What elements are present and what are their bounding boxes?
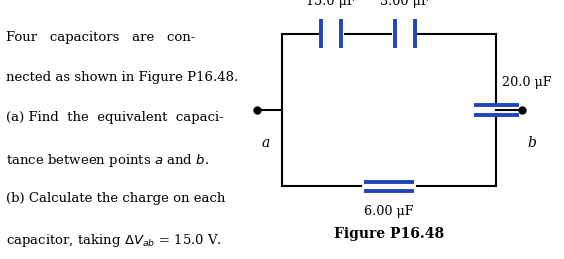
Text: Figure P16.48: Figure P16.48 [334,227,444,241]
Text: 20.0 μF: 20.0 μF [502,76,552,89]
Text: nected as shown in Figure P16.48.: nected as shown in Figure P16.48. [6,71,238,84]
Text: capacitor, taking $\Delta V_{ab}$ = 15.0 V.: capacitor, taking $\Delta V_{ab}$ = 15.0… [6,232,222,249]
Text: 15.0 μF: 15.0 μF [306,0,356,8]
Text: b: b [527,136,536,150]
Text: Four   capacitors   are   con-: Four capacitors are con- [6,31,195,44]
Text: (b) Calculate the charge on each: (b) Calculate the charge on each [6,192,225,205]
Text: 6.00 μF: 6.00 μF [364,205,414,218]
Text: tance between points $a$ and $b$.: tance between points $a$ and $b$. [6,152,209,169]
Text: 3.00 μF: 3.00 μF [380,0,430,8]
Text: a: a [261,136,270,150]
Text: (a) Find  the  equivalent  capaci-: (a) Find the equivalent capaci- [6,111,223,124]
